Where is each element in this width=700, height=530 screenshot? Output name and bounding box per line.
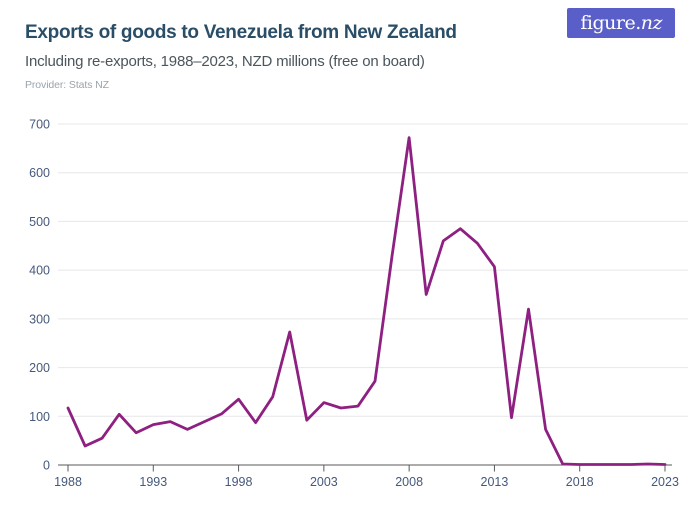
page-title: Exports of goods to Venezuela from New Z… xyxy=(25,22,457,43)
x-tick-label: 1998 xyxy=(225,475,253,489)
y-tick-label: 300 xyxy=(29,312,50,326)
x-tick-label: 1993 xyxy=(139,475,167,489)
figure-nz-logo[interactable]: figure. nz xyxy=(567,8,675,38)
x-tick-label: 2018 xyxy=(566,475,594,489)
y-tick-label: 600 xyxy=(29,166,50,180)
logo-text-prefix: figure. xyxy=(580,12,641,34)
x-tick-label: 2013 xyxy=(481,475,509,489)
y-tick-label: 100 xyxy=(29,410,50,424)
logo-text-suffix: nz xyxy=(640,12,663,34)
chart-area: 0 100 200 300 400 500 600 700 1988 1993 1998 2003 20… xyxy=(0,95,700,525)
y-tick-label: 700 xyxy=(29,118,50,132)
provider-label: Provider: Stats NZ xyxy=(25,78,109,91)
x-tick-label: 2023 xyxy=(651,475,679,489)
chart-subtitle: Including re-exports, 1988–2023, NZD mil… xyxy=(25,52,425,70)
chart-svg: 0 100 200 300 400 500 600 700 1988 1993 1998 2003 20… xyxy=(29,118,688,489)
y-tick-label: 200 xyxy=(29,361,50,375)
x-tick-label: 2003 xyxy=(310,475,338,489)
chart-header: Exports of goods to Venezuela from New Z… xyxy=(25,22,555,91)
y-tick-label: 0 xyxy=(43,459,50,473)
x-tick-label: 2008 xyxy=(395,475,423,489)
data-line-series xyxy=(66,136,667,466)
y-tick-label: 400 xyxy=(29,264,50,278)
y-tick-label: 500 xyxy=(29,215,50,229)
x-tick-label: 1988 xyxy=(54,475,82,489)
